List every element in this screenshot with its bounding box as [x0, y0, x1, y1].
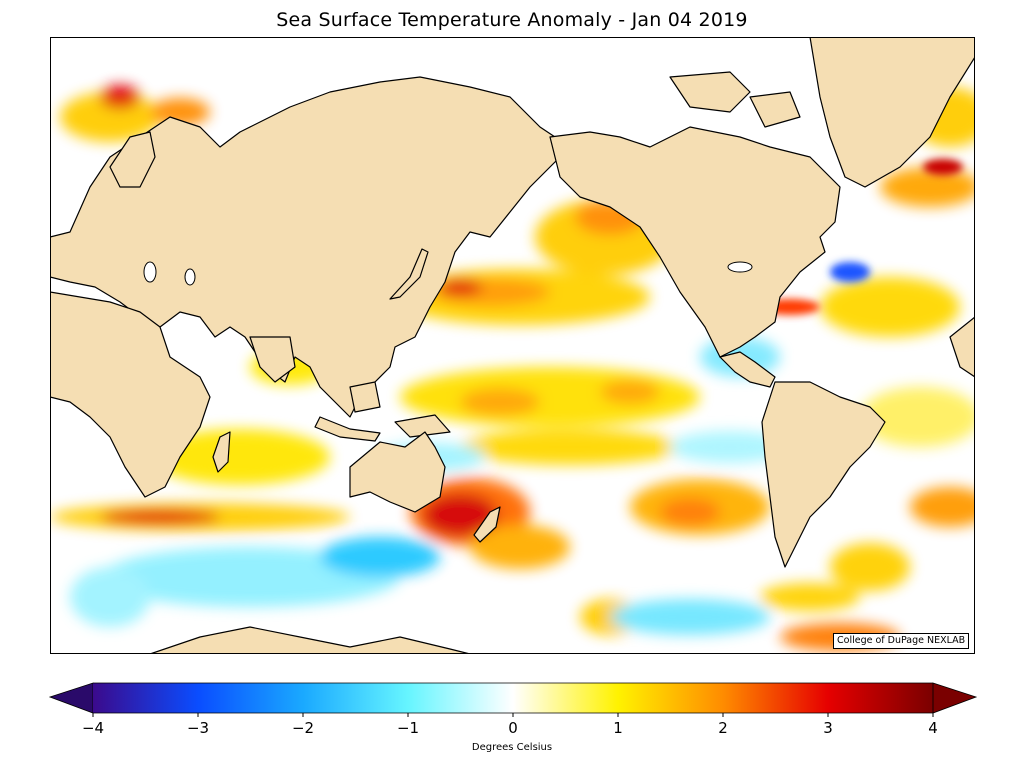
land	[50, 37, 975, 654]
colorbar-tick-label: 2	[718, 719, 728, 737]
new-guinea	[394, 414, 451, 438]
sst-anomaly-map	[50, 37, 975, 654]
colorbar-tick-label: −1	[396, 719, 420, 737]
colorbar-tick-label: −3	[186, 719, 210, 737]
colorbar-tick-label: −2	[291, 719, 315, 737]
colorbar-tick-label: 3	[823, 719, 833, 737]
colorbar-low-arrow	[48, 682, 94, 714]
madagascar	[212, 431, 231, 473]
landmass-australia	[349, 431, 446, 513]
arctic-islands	[669, 71, 751, 113]
colorbar-caption: Degrees Celsius	[471, 742, 553, 753]
indonesia	[314, 416, 381, 442]
colorbar-tick-label: 4	[928, 719, 938, 737]
chart-title: Sea Surface Temperature Anomaly - Jan 04…	[276, 9, 748, 31]
colorbar-gradient	[93, 683, 933, 713]
colorbar-tick-label: 1	[613, 719, 623, 737]
japan	[389, 248, 429, 300]
scandinavia	[109, 131, 156, 188]
landmass-eurasia	[50, 76, 571, 418]
greenland	[809, 37, 975, 188]
new-zealand	[473, 506, 501, 543]
colorbar	[48, 682, 978, 717]
borneo	[349, 381, 381, 413]
landmass-india	[249, 336, 296, 383]
landmass-south-america	[761, 381, 886, 568]
colorbar-tick-label: 0	[508, 719, 518, 737]
anomaly-field	[50, 85, 975, 651]
landmass-africa	[50, 291, 211, 498]
map-frame	[50, 37, 975, 654]
landmass-north-america	[549, 126, 841, 358]
landmass-west-africa	[949, 316, 975, 378]
colorbar-tick-label: −4	[81, 719, 105, 737]
colorbar-ticks	[92, 713, 934, 717]
landmass-central-america	[719, 351, 776, 388]
lakes	[143, 261, 753, 286]
colorbar-high-arrow	[932, 682, 978, 714]
credit-label: College of DuPage NEXLAB	[833, 633, 970, 649]
landmass-antarctica	[149, 626, 471, 654]
